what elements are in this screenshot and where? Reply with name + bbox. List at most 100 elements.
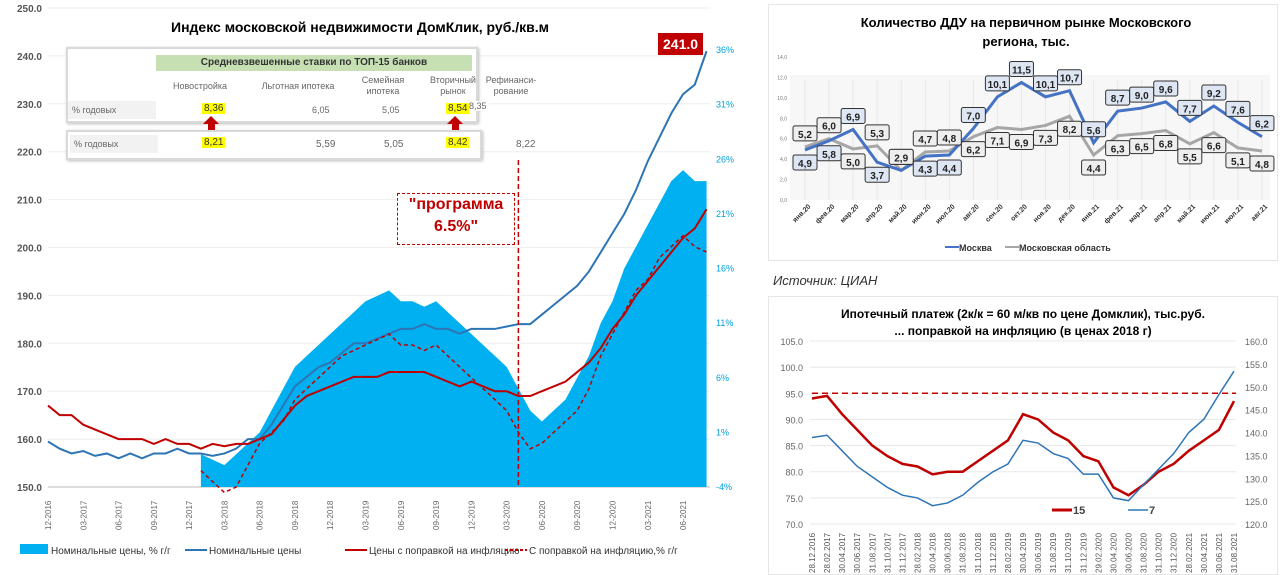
- data-label-box: [936, 129, 962, 146]
- y2-tick-label: 11%: [716, 318, 733, 328]
- legend-label: Номинальные цены, % г/г: [51, 546, 171, 557]
- series-line-3: [200, 234, 707, 494]
- y-tick-label: 75.0: [785, 494, 803, 504]
- legend-label: 7: [1149, 505, 1155, 517]
- x-tick-label: 31.08.2018: [959, 532, 968, 573]
- data-label-box: [1008, 61, 1034, 78]
- data-label-box: [1057, 120, 1083, 137]
- data-label: 2,9: [894, 153, 908, 164]
- data-label-box: [864, 166, 890, 183]
- y-tick-label: 105.0: [780, 337, 803, 347]
- data-label: 8,7: [1111, 94, 1125, 105]
- y2-tick-label: 36%: [716, 45, 734, 55]
- rate-value: 8,36: [202, 103, 226, 114]
- x-tick-label: 03-2020: [503, 500, 512, 530]
- legend-label: 15: [1073, 505, 1085, 517]
- y2-tick-label: 1%: [716, 427, 729, 437]
- y2-tick-label: 21%: [716, 209, 734, 219]
- series-line-1: [47, 50, 708, 460]
- data-label: 4,9: [798, 159, 812, 170]
- x-tick-label: 28.12.2016: [808, 532, 817, 573]
- x-tick-label: 30.04.2017: [838, 532, 847, 573]
- ddu-chart: Количество ДДУ на первичном рынке Москов…: [777, 15, 1275, 253]
- x-tick-label: 31.08.2021: [1230, 532, 1239, 573]
- rate-value: 8,22: [516, 139, 536, 150]
- up-arrow-icon: [447, 116, 463, 124]
- x-tick-label: 09-2018: [291, 500, 300, 530]
- data-label: 7,3: [1039, 134, 1053, 145]
- data-label: 10,1: [1036, 80, 1056, 91]
- rate-value: 5,59: [316, 139, 336, 150]
- data-label: 10,7: [1060, 74, 1080, 85]
- annotation-line: 6.5%": [433, 218, 479, 235]
- data-label: 11,5: [1012, 66, 1031, 77]
- data-label: 6,8: [1159, 140, 1173, 151]
- rate-value: 5,05: [384, 139, 404, 150]
- rate-value: 8,54: [446, 103, 470, 114]
- x-tick-label: 30.04.2019: [1019, 532, 1028, 573]
- y-tick-label: 2,0: [780, 178, 787, 184]
- data-label: 10,1: [988, 80, 1008, 91]
- y-tick-label: 240.0: [17, 52, 42, 63]
- y-tick-label: 10,0: [777, 96, 787, 102]
- y-tick-label: 4,0: [780, 157, 787, 163]
- y-tick-label: 160.0: [17, 435, 42, 446]
- y2-tick-label: 155.0: [1245, 360, 1268, 370]
- y2-tick-label: 130.0: [1245, 474, 1268, 484]
- data-label-box: [960, 107, 986, 123]
- y-tick-label: 190.0: [17, 291, 42, 302]
- data-label: 6,5: [1135, 143, 1149, 154]
- data-label-box: [1201, 137, 1227, 154]
- data-label: 6,9: [846, 113, 860, 124]
- y-tick-label: 70.0: [785, 520, 803, 530]
- data-label: 3,7: [870, 171, 884, 182]
- data-label-box: [984, 75, 1010, 92]
- y-tick-label: 150.0: [17, 483, 42, 494]
- x-tick-label: 03-2018: [220, 500, 229, 530]
- x-tick-label: 31.12.2019: [1079, 532, 1088, 573]
- x-tick-label: 06-2020: [538, 500, 547, 530]
- x-tick-label: 30.06.2018: [944, 532, 953, 573]
- series-line-7: [811, 370, 1235, 507]
- rates-table-header: Средневзвешенные ставки по ТОП-15 банков: [156, 55, 472, 71]
- data-label-box: [816, 145, 842, 162]
- data-label: 8,2: [1063, 125, 1077, 136]
- y-tick-label: 170.0: [17, 387, 42, 398]
- y2-tick-label: 145.0: [1245, 406, 1268, 416]
- chart-title: Индекс московской недвижимости ДомКлик, …: [171, 19, 549, 35]
- x-tick-label: 03-2019: [362, 500, 371, 530]
- x-tick-label: 28.02.2018: [914, 532, 923, 573]
- y2-tick-label: 31%: [716, 100, 734, 110]
- x-tick-label: 09-2020: [573, 500, 582, 530]
- source-note: Источник: ЦИАН: [773, 273, 878, 288]
- data-label: 7,6: [1231, 105, 1245, 116]
- data-label: 9,2: [1207, 89, 1221, 100]
- data-label: 5,3: [870, 129, 884, 140]
- x-tick-label: 31.10.2019: [1064, 532, 1073, 573]
- data-label: 5,6: [1087, 126, 1101, 137]
- x-tick-label: 12-2020: [608, 500, 617, 530]
- y-tick-label: 100.0: [780, 363, 803, 373]
- data-label: 4,4: [1087, 164, 1101, 175]
- x-tick-label: 30.04.2020: [1109, 532, 1118, 573]
- data-label: 7,7: [1183, 104, 1197, 115]
- y2-tick-label: 135.0: [1245, 451, 1268, 461]
- x-tick-label: 31.10.2020: [1155, 532, 1164, 573]
- y-tick-label: 90.0: [785, 415, 803, 425]
- x-tick-label: 06-2017: [115, 500, 124, 530]
- chart-title: региона, тыс.: [982, 34, 1069, 49]
- y-tick-label: 210.0: [17, 196, 42, 207]
- legend-label: Цены с поправкой на инфляцию: [369, 545, 520, 557]
- row-label: % годовых: [70, 135, 158, 153]
- x-tick-label: 31.10.2018: [974, 532, 983, 573]
- data-label: 7,1: [990, 136, 1004, 147]
- x-tick-label: 30.04.2021: [1200, 532, 1209, 573]
- x-tick-label: 12-2018: [326, 500, 335, 530]
- chart-title: Количество ДДУ на первичном рынке Москов…: [861, 15, 1192, 30]
- x-tick-label: 31.10.2017: [883, 532, 892, 573]
- series-line-15: [811, 394, 1236, 497]
- rate-value: 6,05: [312, 105, 330, 115]
- data-label-box: [1249, 115, 1275, 132]
- y-tick-label: 250.0: [17, 4, 42, 15]
